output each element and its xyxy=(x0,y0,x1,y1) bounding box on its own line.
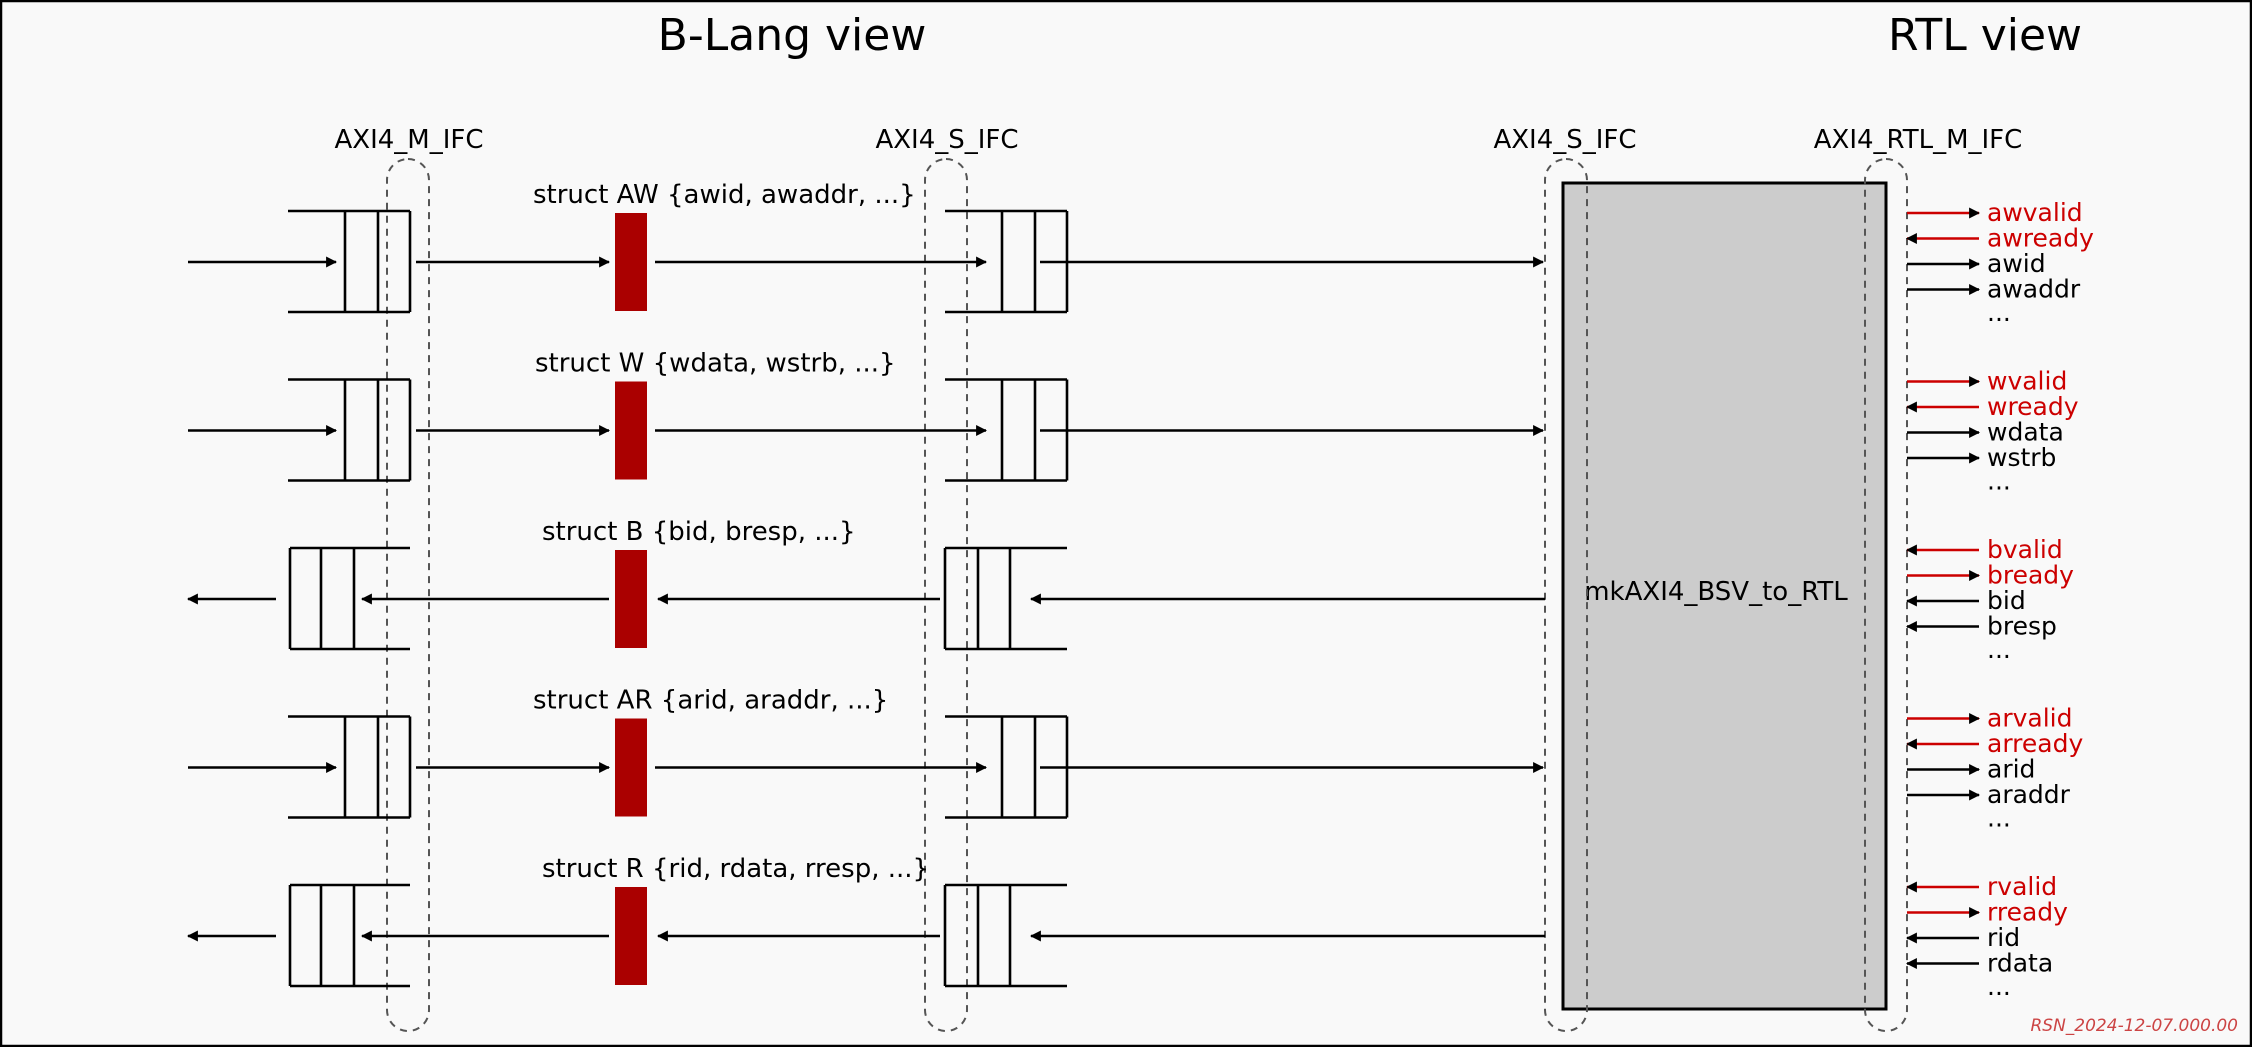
struct-block xyxy=(615,213,647,311)
signal-label: rid xyxy=(1987,923,2020,952)
signal-label: rdata xyxy=(1987,949,2053,978)
channel-row: struct AW {awid, awaddr, ...} awvalidawre… xyxy=(188,180,2094,327)
signal-label: awid xyxy=(1987,249,2046,278)
signal-label: araddr xyxy=(1987,780,2071,809)
struct-label: struct B {bid, bresp, ...} xyxy=(542,517,856,547)
version-stamp: RSN_2024-12-07.000.00 xyxy=(2030,1016,2238,1036)
signal-label: bready xyxy=(1987,561,2074,590)
slave-fifo xyxy=(943,883,1067,988)
signal-ellipsis: ... xyxy=(1987,467,2011,496)
slave-fifo xyxy=(945,209,1069,314)
slave-fifo xyxy=(945,378,1069,482)
signal-label: rvalid xyxy=(1987,872,2057,901)
s-ifc-right-label: AXI4_S_IFC xyxy=(1493,125,1636,155)
signal-label: awvalid xyxy=(1987,198,2083,227)
b-lang-view-title: B-Lang view xyxy=(658,10,927,61)
signal-ellipsis: ... xyxy=(1987,972,2011,1001)
s-ifc-left-boundary xyxy=(924,158,968,1032)
slave-fifo xyxy=(943,546,1067,651)
master-fifo xyxy=(288,715,412,819)
signal-label: awready xyxy=(1987,224,2094,253)
struct-label: struct AR {arid, araddr, ...} xyxy=(533,686,888,716)
s-ifc-left-label: AXI4_S_IFC xyxy=(875,125,1018,155)
signal-label: bvalid xyxy=(1987,535,2063,564)
channel-row: struct B {bid, bresp, ...} bvalidbreadybi… xyxy=(186,517,2074,664)
master-fifo xyxy=(288,883,410,988)
signal-label: awaddr xyxy=(1987,275,2081,304)
struct-label: struct R {rid, rdata, rresp, ...} xyxy=(542,854,929,884)
signal-label: arid xyxy=(1987,755,2035,784)
signal-ellipsis: ... xyxy=(1987,804,2011,833)
channels: struct AW {awid, awaddr, ...} awvalidawre… xyxy=(186,180,2094,1001)
s-ifc-right-boundary xyxy=(1544,158,1588,1032)
struct-label: struct W {wdata, wstrb, ...} xyxy=(535,349,896,379)
struct-block xyxy=(615,381,647,480)
signal-label: arvalid xyxy=(1987,704,2072,733)
signal-label: wstrb xyxy=(1987,443,2056,472)
struct-label: struct AW {awid, awaddr, ...} xyxy=(533,180,916,210)
module-label: mkAXI4_BSV_to_RTL xyxy=(1584,577,1848,607)
m-ifc-label: AXI4_M_IFC xyxy=(334,125,483,155)
channel-row: struct R {rid, rdata, rresp, ...}rvalidr… xyxy=(186,854,2068,1001)
signal-label: wvalid xyxy=(1987,367,2067,396)
signal-label: wready xyxy=(1987,392,2079,421)
signal-label: bid xyxy=(1987,586,2026,615)
master-fifo xyxy=(288,546,410,651)
struct-block xyxy=(615,887,647,985)
signal-ellipsis: ... xyxy=(1987,298,2011,327)
module-box xyxy=(1561,181,1888,1011)
m-ifc-boundary xyxy=(386,158,430,1032)
signal-label: arready xyxy=(1987,729,2083,758)
signal-label: bresp xyxy=(1987,612,2057,641)
master-fifo xyxy=(288,209,412,314)
struct-block xyxy=(615,718,647,817)
channel-row: struct AR {arid, araddr, ...} arvalidarre… xyxy=(188,686,2083,833)
signal-label: wdata xyxy=(1987,418,2064,447)
channel-row: struct W {wdata, wstrb, ...} wvalidwready… xyxy=(188,349,2079,496)
signal-label: rready xyxy=(1987,898,2068,927)
rtl-m-ifc-label: AXI4_RTL_M_IFC xyxy=(1814,125,2023,155)
struct-block xyxy=(615,550,647,648)
rtl-m-ifc-boundary xyxy=(1864,158,1908,1032)
signal-ellipsis: ... xyxy=(1987,635,2011,664)
master-fifo xyxy=(288,378,412,482)
rtl-view-title: RTL view xyxy=(1888,10,2082,61)
